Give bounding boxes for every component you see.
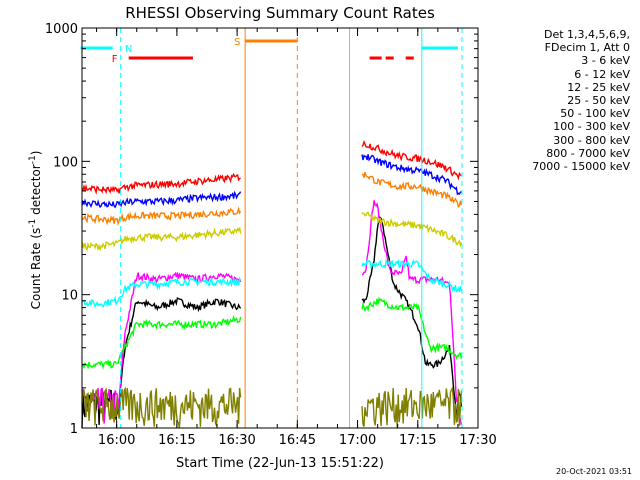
chart-title: RHESSI Observing Summary Count Rates: [125, 4, 435, 22]
legend-entry-300-800: 300 - 800 keV: [553, 133, 630, 147]
legend-entry-100-300: 100 - 300 keV: [553, 120, 630, 134]
y-tick-label: 10: [61, 289, 78, 304]
x-tick-label: 16:00: [98, 433, 135, 448]
x-axis-label: Start Time (22-Jun-13 15:51:22): [176, 456, 384, 471]
y-tick-label: 100: [53, 155, 78, 170]
x-tick-label: 16:30: [218, 433, 255, 448]
mode-bar-label: F: [112, 54, 118, 65]
series-line: [81, 258, 463, 308]
y-tick-label: 1000: [45, 22, 78, 37]
footer-timestamp: 20-Oct-2021 03:51: [556, 467, 632, 476]
x-tick-label: 16:15: [158, 433, 195, 448]
series-line: [81, 385, 463, 429]
series-line: [81, 211, 463, 252]
series-line: [81, 296, 463, 370]
y-axis-label: Count Rate (s-1 detector-1): [28, 151, 43, 310]
x-tick-label: 16:45: [279, 433, 316, 448]
x-tick-label: 17:30: [459, 433, 496, 448]
legend-entry-12-25: 12 - 25 keV: [567, 80, 630, 94]
x-tick-label: 17:15: [399, 433, 436, 448]
legend-entry-800-7000: 800 - 7000 keV: [546, 146, 630, 160]
series-line: [81, 200, 463, 426]
legend: Det 1,3,4,5,6,9, FDecim 1, Att 0 3 - 6 k…: [532, 28, 630, 173]
legend-entry-3-6: 3 - 6 keV: [581, 54, 630, 68]
mode-bar-label: N: [125, 44, 132, 55]
legend-header-line-1: Det 1,3,4,5,6,9,: [543, 28, 630, 41]
plot-frame: [81, 27, 479, 429]
legend-header-line-2: FDecim 1, Att 0: [544, 41, 630, 55]
mode-bar-label: S: [234, 37, 240, 48]
legend-entry-50-100: 50 - 100 keV: [560, 107, 630, 121]
x-tick-label: 17:00: [339, 433, 376, 448]
y-tick-label: 1: [70, 422, 78, 437]
legend-entry-7000-15000: 7000 - 15000 keV: [532, 160, 630, 174]
series-line: [81, 154, 462, 209]
series-line: [81, 171, 463, 227]
series-line: [81, 140, 462, 195]
legend-entry-6-12: 6 - 12 keV: [574, 67, 630, 81]
legend-entry-25-50: 25 - 50 keV: [567, 94, 630, 108]
